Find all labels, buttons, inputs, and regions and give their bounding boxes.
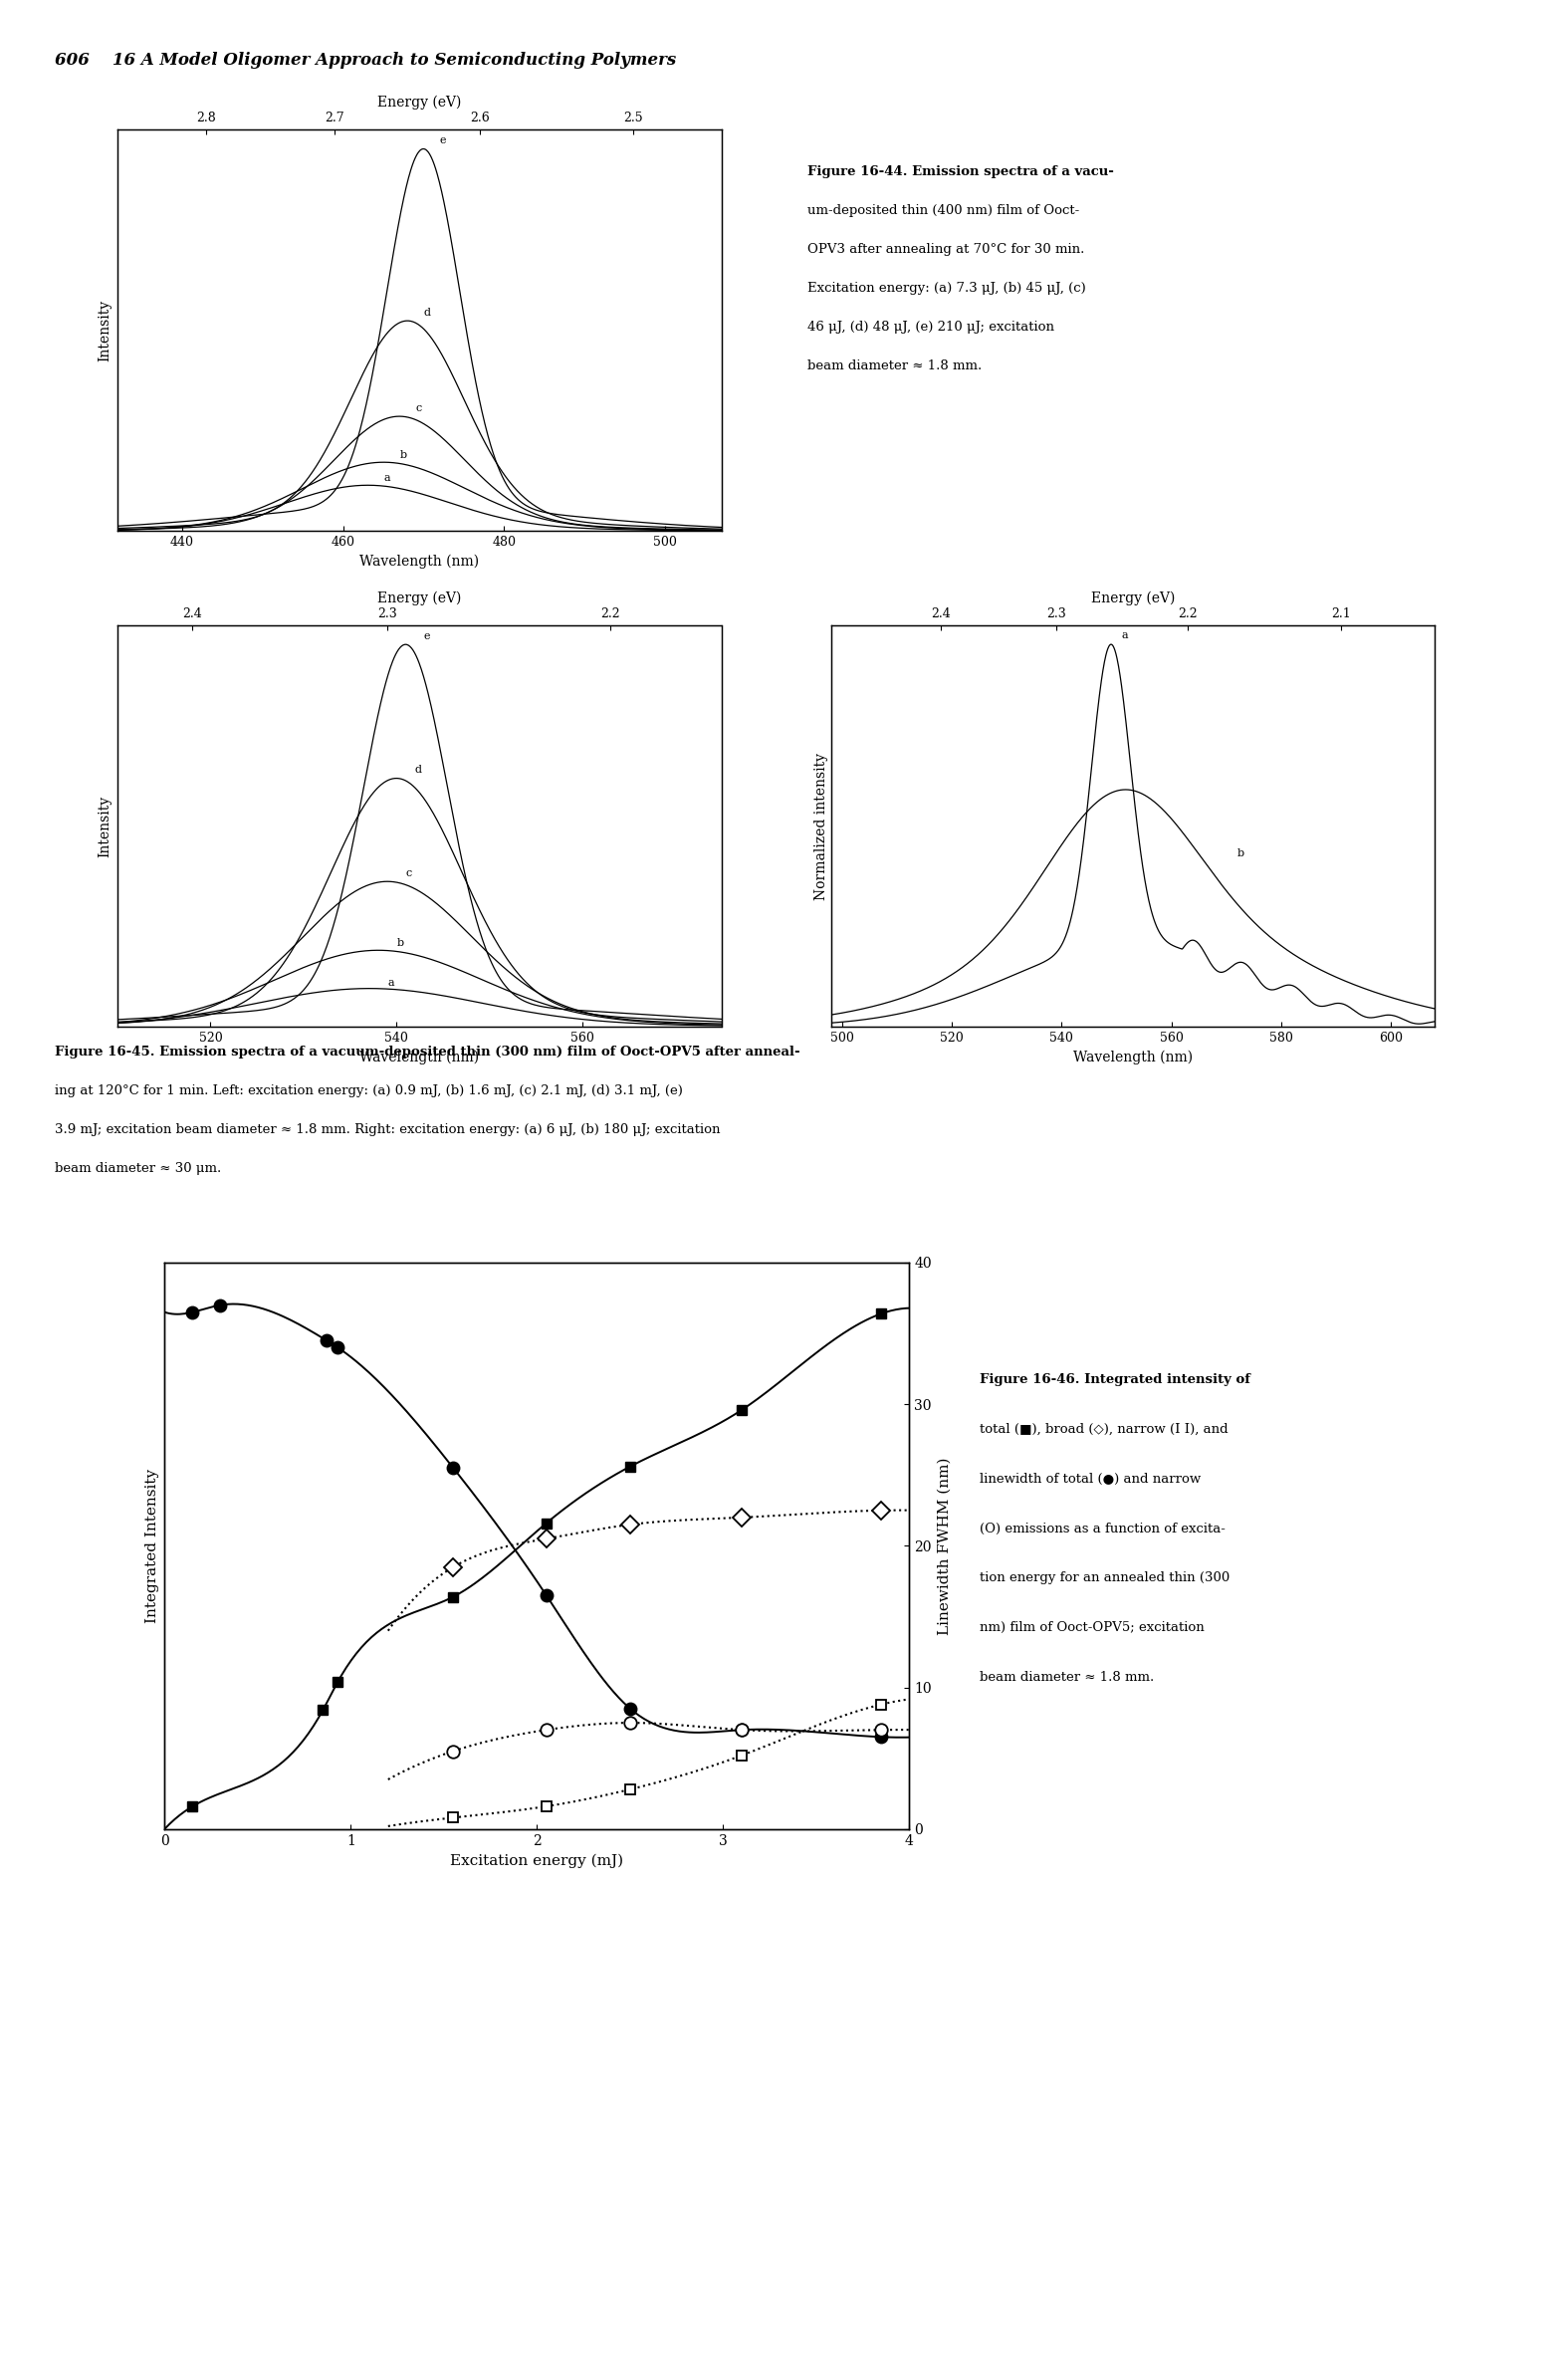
Text: beam diameter ≈ 1.8 mm.: beam diameter ≈ 1.8 mm. (980, 1671, 1154, 1683)
Text: 46 μJ, (d) 48 μJ, (e) 210 μJ; excitation: 46 μJ, (d) 48 μJ, (e) 210 μJ; excitation (808, 321, 1054, 333)
Text: d: d (423, 307, 431, 316)
Text: b: b (400, 451, 406, 460)
Y-axis label: Integrated Intensity: Integrated Intensity (146, 1468, 158, 1624)
X-axis label: Energy (eV): Energy (eV) (378, 94, 461, 109)
Text: 3.9 mJ; excitation beam diameter ≈ 1.8 mm. Right: excitation energy: (a) 6 μJ, (: 3.9 mJ; excitation beam diameter ≈ 1.8 m… (55, 1123, 720, 1135)
Text: Figure 16-46. Integrated intensity of: Figure 16-46. Integrated intensity of (980, 1374, 1251, 1385)
Text: Figure 16-44. Emission spectra of a vacu-: Figure 16-44. Emission spectra of a vacu… (808, 165, 1113, 177)
Text: nm) film of Ooct-OPV5; excitation: nm) film of Ooct-OPV5; excitation (980, 1621, 1204, 1633)
Text: b: b (1237, 850, 1245, 859)
Y-axis label: Intensity: Intensity (99, 795, 111, 857)
Text: Figure 16-45. Emission spectra of a vacuum-deposited thin (300 nm) film of Ooct-: Figure 16-45. Emission spectra of a vacu… (55, 1045, 800, 1057)
Text: beam diameter ≈ 1.8 mm.: beam diameter ≈ 1.8 mm. (808, 359, 982, 373)
Y-axis label: Linewidth FWHM (nm): Linewidth FWHM (nm) (938, 1456, 952, 1635)
Text: d: d (416, 765, 422, 774)
Y-axis label: Intensity: Intensity (99, 300, 111, 361)
X-axis label: Wavelength (nm): Wavelength (nm) (359, 555, 480, 569)
Text: OPV3 after annealing at 70°C for 30 min.: OPV3 after annealing at 70°C for 30 min. (808, 243, 1085, 255)
Text: b: b (397, 939, 405, 949)
X-axis label: Energy (eV): Energy (eV) (378, 590, 461, 604)
Text: c: c (406, 868, 412, 878)
X-axis label: Wavelength (nm): Wavelength (nm) (1073, 1050, 1193, 1064)
Y-axis label: Normalized intensity: Normalized intensity (814, 753, 828, 899)
Text: um-deposited thin (400 nm) film of Ooct-: um-deposited thin (400 nm) film of Ooct- (808, 203, 1079, 217)
X-axis label: Excitation energy (mJ): Excitation energy (mJ) (450, 1853, 624, 1867)
Text: linewidth of total (●) and narrow: linewidth of total (●) and narrow (980, 1473, 1201, 1484)
Text: e: e (423, 630, 431, 642)
Text: (O) emissions as a function of excita-: (O) emissions as a function of excita- (980, 1522, 1226, 1534)
Text: c: c (416, 404, 422, 413)
X-axis label: Energy (eV): Energy (eV) (1091, 590, 1174, 604)
Text: a: a (384, 474, 390, 484)
Text: a: a (387, 977, 395, 986)
Text: e: e (439, 135, 447, 146)
Text: a: a (1121, 630, 1129, 640)
Text: beam diameter ≈ 30 μm.: beam diameter ≈ 30 μm. (55, 1161, 221, 1175)
Text: Excitation energy: (a) 7.3 μJ, (b) 45 μJ, (c): Excitation energy: (a) 7.3 μJ, (b) 45 μJ… (808, 281, 1087, 295)
Text: 606    16 A Model Oligomer Approach to Semiconducting Polymers: 606 16 A Model Oligomer Approach to Semi… (55, 52, 676, 68)
Text: total (■), broad (◇), narrow (I I), and: total (■), broad (◇), narrow (I I), and (980, 1423, 1228, 1435)
Text: tion energy for an annealed thin (300: tion energy for an annealed thin (300 (980, 1572, 1231, 1584)
X-axis label: Wavelength (nm): Wavelength (nm) (359, 1050, 480, 1064)
Text: ing at 120°C for 1 min. Left: excitation energy: (a) 0.9 mJ, (b) 1.6 mJ, (c) 2.1: ing at 120°C for 1 min. Left: excitation… (55, 1083, 684, 1097)
